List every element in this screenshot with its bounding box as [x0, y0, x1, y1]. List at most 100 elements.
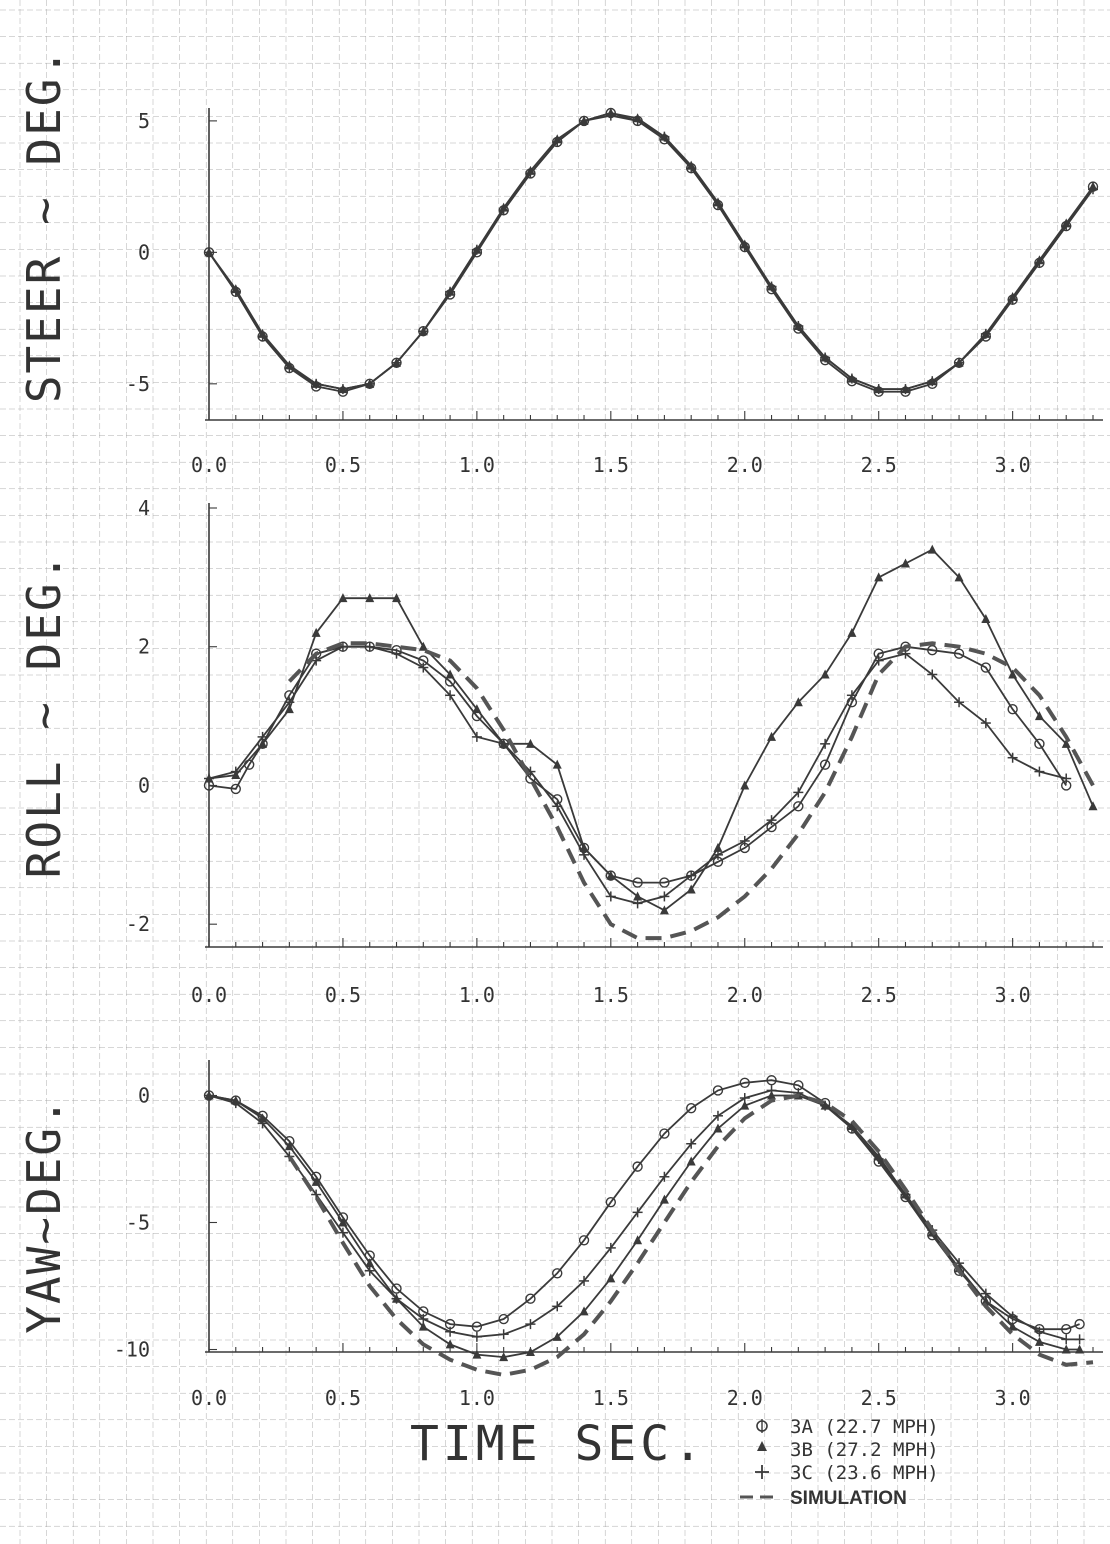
marker-triangle [1008, 1321, 1018, 1331]
x-tick-label: 0.5 [325, 983, 361, 1007]
marker-plus [391, 1293, 402, 1304]
marker-plus [471, 1331, 482, 1342]
marker-triangle [900, 558, 910, 568]
marker-triangle [686, 1156, 696, 1166]
marker-plus [980, 328, 991, 339]
marker-triangle [606, 1273, 616, 1283]
marker-plus [257, 1118, 268, 1129]
yaw-y-ticks: 0 -5 -10 [114, 1083, 150, 1361]
marker-triangle [633, 1235, 643, 1245]
y-tick-label: 0 [138, 240, 150, 264]
marker-circle [659, 877, 670, 888]
marker-triangle [311, 627, 321, 637]
x-tick-label: 2.5 [861, 1386, 897, 1410]
marker-circle [1034, 738, 1045, 750]
marker-plus [230, 766, 241, 777]
series-line [208, 645, 1067, 884]
x-tick-label: 2.0 [727, 1386, 763, 1410]
marker-plus [1061, 221, 1072, 232]
marker-plus [204, 1090, 214, 1101]
marker-triangle [713, 1123, 723, 1133]
steer-y-ticks: 5 0 -5 [126, 109, 150, 396]
marker-plus [525, 168, 536, 179]
marker-triangle [981, 1296, 991, 1306]
marker-triangle [847, 627, 857, 637]
marker-circle [659, 1128, 670, 1139]
yaw-panel: 0 -5 -10 0.0 0.5 1.0 1.5 2.0 2.5 3.0 YAW~DEG. [17, 1060, 1103, 1410]
marker-plus [686, 870, 697, 881]
legend-label-3a: 3A (22.7 MPH) [790, 1416, 939, 1438]
y-tick-label: -2 [126, 912, 150, 936]
marker-plus [337, 1227, 348, 1238]
marker-plus [793, 787, 804, 798]
marker-circle [1061, 1323, 1072, 1335]
x-tick-label: 3.0 [995, 983, 1031, 1007]
x-axis-label: TIME SEC. [410, 1416, 706, 1472]
marker-plus [311, 655, 322, 666]
legend-label-simulation: SIMULATION [790, 1488, 907, 1509]
legend-marker-plus [755, 1465, 769, 1479]
marker-plus [766, 1085, 777, 1096]
x-tick-label: 2.5 [861, 983, 897, 1007]
marker-triangle [1088, 801, 1098, 811]
marker-plus [927, 669, 938, 680]
legend-label-3b: 3B (27.2 MPH) [790, 1439, 939, 1461]
steer-y-axis-label: STEER ~ DEG. [17, 47, 71, 403]
series-line [208, 112, 1094, 391]
marker-plus [605, 110, 616, 121]
marker-circle [498, 1313, 509, 1325]
marker-triangle [525, 1347, 535, 1357]
marker-plus [846, 690, 857, 701]
marker-plus [445, 286, 456, 297]
marker-plus [364, 641, 375, 652]
y-tick-label: 5 [138, 109, 150, 133]
marker-plus [873, 384, 884, 395]
marker-triangle [418, 1321, 428, 1331]
yaw-x-ticks: 0.0 0.5 1.0 1.5 2.0 2.5 3.0 [191, 1386, 1031, 1410]
marker-circle [605, 1196, 617, 1208]
x-tick-label: 1.0 [459, 1386, 495, 1410]
marker-plus [1061, 773, 1072, 784]
marker-plus [1034, 257, 1045, 268]
yaw-series [203, 1075, 1094, 1377]
marker-plus [257, 731, 268, 742]
marker-plus [391, 357, 402, 368]
marker-plus [766, 281, 777, 292]
marker-triangle [499, 1352, 509, 1362]
marker-triangle [659, 905, 669, 915]
y-tick-label: -5 [126, 1211, 150, 1235]
marker-plus [605, 1242, 616, 1253]
x-tick-label: 0.0 [191, 983, 227, 1007]
marker-plus [820, 352, 831, 363]
legend-marker-triangle [757, 1441, 767, 1451]
marker-plus [364, 378, 375, 389]
marker-circle [391, 1283, 402, 1294]
marker-triangle [472, 704, 482, 714]
marker-plus [471, 244, 482, 255]
x-tick-label: 3.0 [995, 453, 1031, 477]
marker-plus [605, 891, 616, 902]
marker-plus [257, 331, 268, 342]
marker-circle [739, 1077, 750, 1088]
marker-triangle [418, 641, 428, 651]
marker-plus [954, 357, 965, 368]
marker-triangle [954, 572, 964, 582]
marker-triangle [258, 1113, 268, 1123]
marker-triangle [472, 1349, 482, 1359]
series-line [208, 548, 1094, 912]
marker-plus [712, 200, 723, 211]
series-line [208, 114, 1094, 391]
marker-plus [1007, 1311, 1018, 1322]
roll-series [203, 544, 1098, 941]
marker-circle [525, 1293, 536, 1304]
x-tick-label: 1.5 [593, 983, 629, 1007]
marker-circle [685, 1102, 697, 1114]
marker-triangle [740, 1100, 750, 1110]
steer-x-ticks: 0.0 0.5 1.0 1.5 2.0 2.5 3.0 [191, 453, 1031, 477]
marker-plus [900, 384, 911, 395]
marker-plus [284, 697, 295, 708]
marker-plus [311, 378, 322, 389]
marker-triangle [338, 593, 348, 603]
marker-plus [284, 363, 295, 374]
